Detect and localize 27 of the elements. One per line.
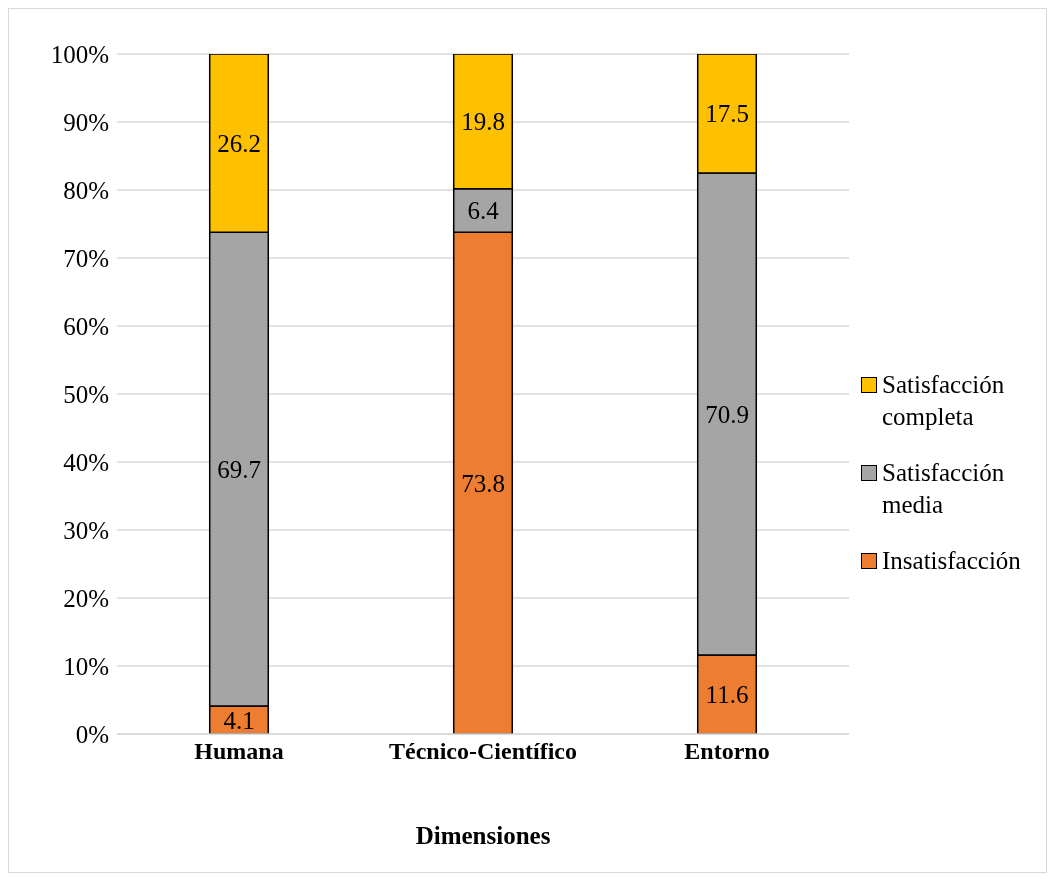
y-tick-label: 40% [63,448,109,476]
y-tick-label: 20% [63,584,109,612]
data-label: 26.2 [217,129,261,157]
data-label: 19.8 [461,108,505,136]
legend-label: Satisfacción completa [882,370,1006,432]
y-tick-label: 100% [50,40,109,68]
x-axis-title: Dimensiones [415,822,551,849]
data-label: 69.7 [217,456,261,484]
y-tick-label: 30% [63,516,109,544]
y-tick-label: 90% [63,108,109,136]
data-label: 73.8 [461,469,505,497]
x-tick-label: Técnico-Científico [389,738,577,765]
data-label: 11.6 [705,681,749,709]
data-label: 17.5 [705,100,749,128]
y-tick-label: 10% [63,652,109,680]
data-label: 6.4 [467,197,500,225]
x-tick-label: Entorno [684,738,770,765]
y-tick-label: 50% [63,380,109,408]
y-tick-label: 60% [63,312,109,340]
data-label: 4.1 [223,706,255,734]
legend-label: Satisfacción media [882,458,1006,520]
y-tick-label: 80% [63,176,109,204]
legend-label: Insatisfacción [882,546,1021,576]
data-label: 70.9 [705,400,749,428]
x-tick-label: Humana [194,738,284,765]
y-tick-label: 0% [75,720,109,748]
y-tick-label: 70% [63,244,109,272]
